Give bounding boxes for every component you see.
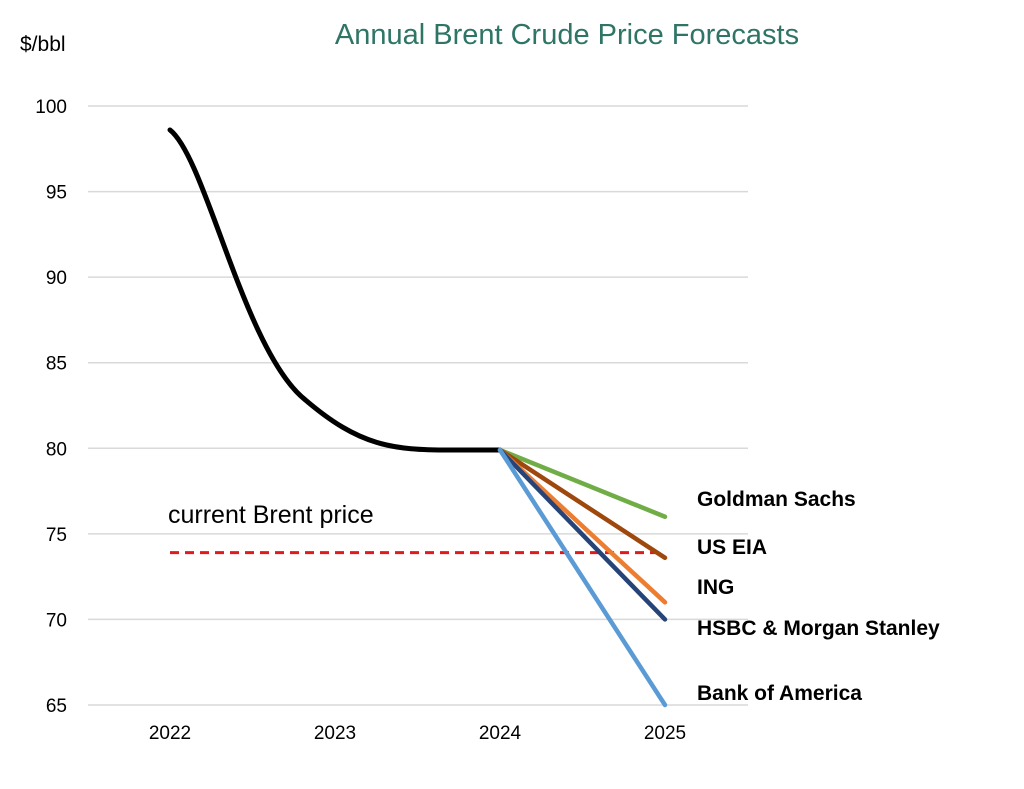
forecast-line-us-eia (497, 447, 668, 561)
y-tick-label-75: 75 (46, 525, 67, 546)
x-tick-label-2022: 2022 (149, 723, 191, 744)
x-tick-label-2024: 2024 (479, 723, 522, 744)
y-axis-label: $/bbl (20, 33, 66, 56)
historical-price-line (167, 127, 503, 453)
series-lines (167, 127, 668, 708)
y-tick-label-70: 70 (46, 610, 67, 631)
gridlines (88, 105, 748, 706)
forecast-label-ing: ING (697, 576, 734, 599)
chart-title: Annual Brent Crude Price Forecasts (335, 19, 799, 51)
forecast-line-goldman-sachs (497, 447, 668, 519)
forecast-label-bank-of-america: Bank of America (697, 682, 862, 705)
y-tick-label-80: 80 (46, 439, 67, 460)
y-tick-label-85: 85 (46, 354, 67, 375)
y-tick-labels: 100 95 90 85 80 75 70 65 (35, 97, 67, 717)
forecast-label-us-eia: US EIA (697, 536, 767, 559)
forecast-label-goldman-sachs: Goldman Sachs (697, 488, 856, 511)
current-brent-price-label: current Brent price (168, 501, 374, 529)
y-tick-label-100: 100 (35, 97, 67, 118)
series-labels: Goldman Sachs US EIA ING HSBC & Morgan Stan… (697, 488, 940, 705)
y-tick-label-95: 95 (46, 183, 67, 204)
x-tick-label-2023: 2023 (314, 723, 356, 744)
forecast-line-bank-of-america (497, 447, 668, 708)
y-tick-label-65: 65 (46, 696, 67, 717)
x-tick-labels: 2022 2023 2024 2025 (149, 723, 686, 744)
x-tick-label-2025: 2025 (644, 723, 686, 744)
forecast-line-hsbc-morgan-stanley (497, 447, 668, 622)
forecast-label-hsbc-morgan-stanley: HSBC & Morgan Stanley (697, 617, 940, 640)
y-tick-label-90: 90 (46, 268, 67, 289)
